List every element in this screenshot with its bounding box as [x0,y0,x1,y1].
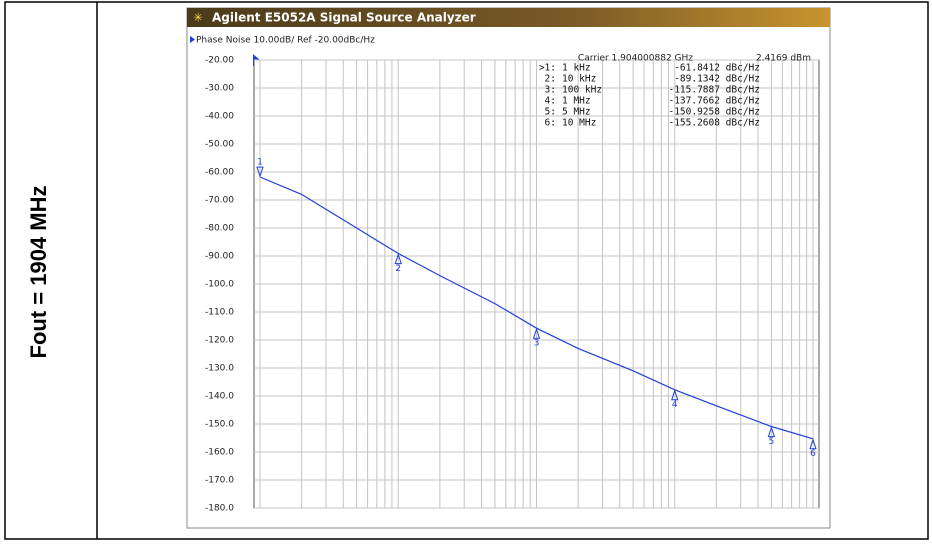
y-tick-label: -120.0 [205,336,234,346]
y-tick-label: -100.0 [205,280,234,290]
marker-value: -155.2608 dBc/Hz [668,118,760,129]
y-tick-label: -60.00 [205,168,234,178]
marker-id: 6 [810,449,816,459]
marker-label: 5: [545,107,556,118]
marker-value: -89.1342 dBc/Hz [674,74,760,85]
y-tick-label: -70.00 [205,196,234,206]
marker-freq: 10 MHz [562,118,596,129]
marker-id: 4 [672,400,678,410]
marker-label: 4: [545,96,556,107]
marker-id: 2 [395,264,401,274]
y-tick-label: -30.00 [205,84,234,94]
y-tick-label: -80.00 [205,224,234,234]
marker-freq: 100 kHz [562,85,602,96]
carrier-power: 2.4169 dBm [756,54,811,64]
logo: ✳ [193,11,203,25]
marker-value: -150.9258 dBc/Hz [668,107,760,118]
y-tick-label: -110.0 [205,308,234,318]
y-tick-label: -90.00 [205,252,234,262]
marker-label: 3: [545,85,556,96]
y-tick-label: -160.0 [205,448,234,458]
y-tick-label: -180.0 [205,504,234,514]
y-tick-label: -150.0 [205,420,234,430]
marker-label: 6: [545,118,556,129]
marker-label: 2: [545,74,556,85]
marker-id: 3 [534,339,540,349]
marker-freq: 10 kHz [562,74,596,85]
y-tick-label: -40.00 [205,112,234,122]
marker-freq: 1 kHz [562,63,591,74]
marker-id: 5 [769,437,775,447]
y-tick-label: -140.0 [205,392,234,402]
marker [532,327,541,339]
marker [256,166,264,178]
marker [809,438,817,450]
marker-freq: 1 MHz [562,96,591,107]
marker-value: -137.7662 dBc/Hz [668,96,760,107]
table-border [4,1,929,540]
trace-indicator [190,36,195,43]
title-bar [187,8,830,27]
marker-value: -115.7887 dBc/Hz [668,85,760,96]
marker-label: >1: [539,63,556,74]
marker-freq: 5 MHz [562,107,591,118]
window-title: Agilent E5052A Signal Source Analyzer [212,11,476,25]
marker-value: -61.8412 dBc/Hz [674,63,760,74]
marker [767,426,776,438]
marker [394,252,402,265]
carrier: Carrier 1.904000882 GHz [578,54,693,64]
marker-id: 1 [257,158,263,168]
trace-title: Phase Noise 10.00dB/ Ref -20.00dBc/Hz [196,36,375,46]
side-label: Fout = 1904 MHz [26,186,51,359]
marker [671,389,679,401]
y-tick-label: -20.00 [205,56,234,66]
y-tick-label: -50.00 [205,140,234,150]
y-tick-label: -170.0 [205,476,234,486]
y-tick-label: -130.0 [205,364,234,374]
